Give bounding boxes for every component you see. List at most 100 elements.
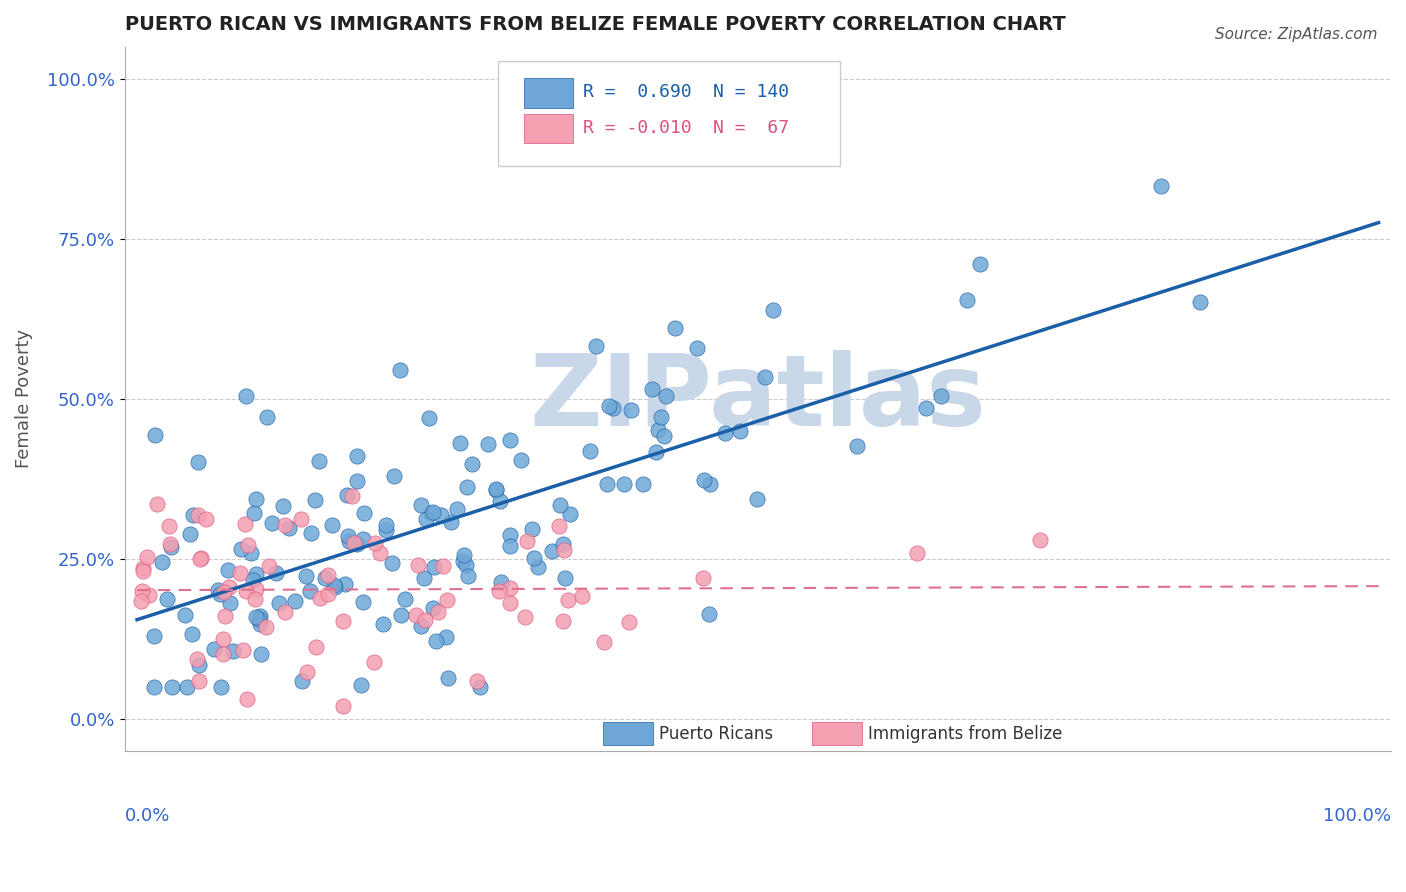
Point	[451, 554, 474, 568]
Point	[256, 410, 278, 425]
Point	[956, 293, 979, 307]
Point	[375, 523, 398, 537]
Point	[187, 455, 209, 469]
Point	[754, 370, 776, 384]
Point	[298, 583, 321, 598]
Point	[150, 555, 173, 569]
Point	[187, 508, 209, 523]
Point	[323, 578, 346, 592]
Point	[693, 474, 716, 488]
Point	[714, 426, 737, 441]
Point	[249, 647, 271, 661]
Point	[346, 475, 368, 489]
Point	[131, 583, 153, 598]
Point	[284, 594, 307, 608]
Point	[222, 643, 245, 657]
Point	[553, 614, 575, 628]
Point	[299, 525, 322, 540]
Point	[499, 596, 522, 610]
Point	[316, 587, 339, 601]
Text: Source: ZipAtlas.com: Source: ZipAtlas.com	[1215, 27, 1378, 42]
Point	[245, 582, 267, 597]
Point	[138, 589, 160, 603]
Point	[146, 497, 169, 511]
Point	[143, 680, 166, 694]
Point	[389, 607, 412, 622]
Point	[389, 363, 412, 377]
Point	[450, 436, 472, 450]
Point	[173, 607, 195, 622]
Point	[510, 453, 533, 467]
Point	[187, 657, 209, 672]
Point	[273, 500, 295, 514]
Point	[202, 642, 225, 657]
Point	[619, 615, 641, 630]
Point	[412, 571, 434, 585]
Point	[499, 539, 522, 553]
Point	[274, 605, 297, 619]
Point	[426, 605, 449, 619]
Point	[209, 680, 232, 694]
Text: R = -0.010: R = -0.010	[583, 119, 692, 136]
Point	[422, 601, 444, 615]
Point	[468, 680, 491, 694]
Point	[352, 595, 374, 609]
Point	[413, 613, 436, 627]
Text: 0.0%: 0.0%	[125, 807, 170, 825]
Y-axis label: Female Poverty: Female Poverty	[15, 329, 32, 468]
Point	[363, 656, 385, 670]
Point	[254, 620, 277, 634]
Point	[620, 403, 643, 417]
Point	[522, 522, 544, 536]
Point	[235, 389, 257, 403]
Point	[553, 537, 575, 551]
Point	[304, 492, 326, 507]
Text: 100.0%: 100.0%	[1323, 807, 1391, 825]
Point	[598, 399, 620, 413]
Text: Puerto Ricans: Puerto Ricans	[659, 724, 773, 743]
Point	[969, 257, 991, 271]
Point	[422, 505, 444, 519]
Point	[295, 665, 318, 679]
Point	[592, 635, 614, 649]
Point	[557, 592, 579, 607]
FancyBboxPatch shape	[498, 61, 841, 166]
Point	[547, 518, 569, 533]
Point	[217, 563, 239, 577]
Point	[905, 546, 928, 560]
Point	[457, 569, 479, 583]
Point	[477, 437, 499, 451]
Point	[291, 673, 314, 688]
Text: PUERTO RICAN VS IMMIGRANTS FROM BELIZE FEMALE POVERTY CORRELATION CHART: PUERTO RICAN VS IMMIGRANTS FROM BELIZE F…	[125, 15, 1066, 34]
FancyBboxPatch shape	[813, 723, 862, 745]
Point	[232, 643, 254, 657]
Point	[159, 537, 181, 551]
Point	[489, 494, 512, 508]
Point	[430, 508, 453, 522]
Point	[242, 573, 264, 587]
Point	[845, 439, 868, 453]
Point	[321, 517, 343, 532]
Point	[236, 538, 259, 552]
Point	[229, 566, 252, 581]
Point	[332, 698, 354, 713]
Point	[596, 476, 619, 491]
Point	[231, 542, 253, 557]
Point	[465, 674, 488, 689]
Point	[409, 498, 432, 512]
Point	[745, 491, 768, 506]
Point	[1189, 294, 1212, 309]
Point	[183, 508, 205, 523]
Point	[664, 320, 686, 334]
Point	[211, 647, 233, 661]
Point	[692, 571, 714, 585]
Point	[160, 680, 183, 694]
Point	[245, 566, 267, 581]
Point	[499, 433, 522, 447]
Point	[249, 616, 271, 631]
Point	[488, 583, 510, 598]
Point	[446, 501, 468, 516]
Point	[259, 559, 281, 574]
Point	[541, 544, 564, 558]
Point	[585, 339, 607, 353]
